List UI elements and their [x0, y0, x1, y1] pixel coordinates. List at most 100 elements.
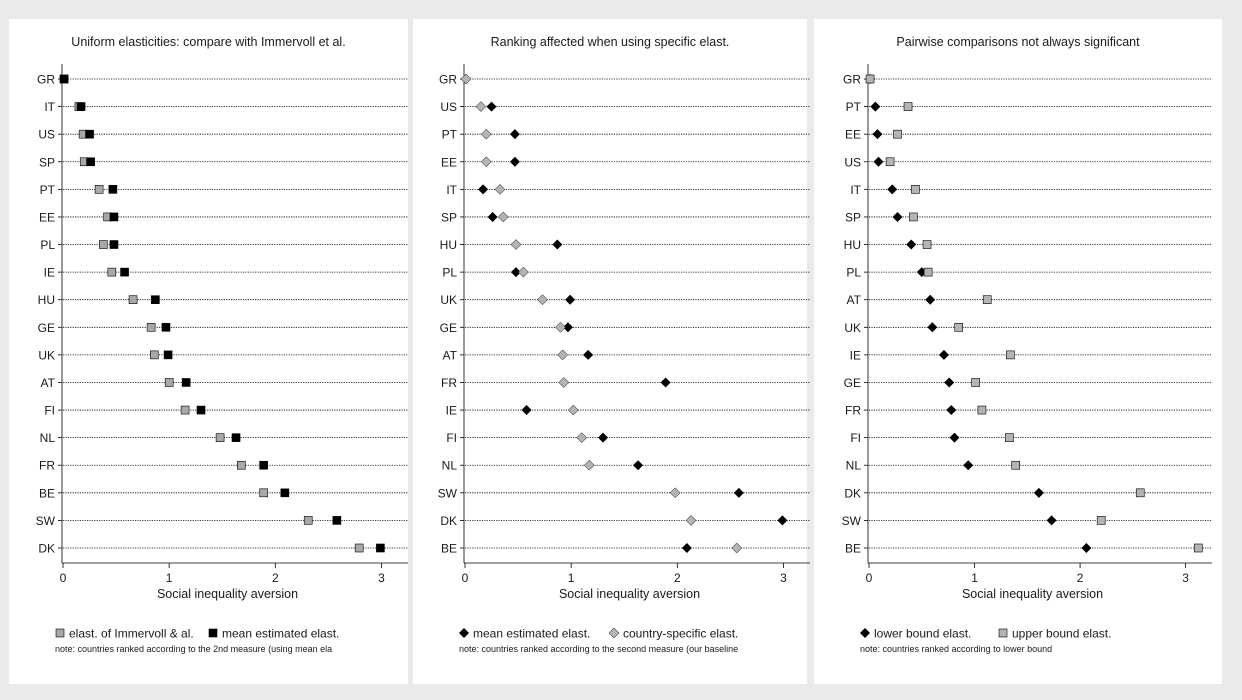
marker-1: [906, 239, 917, 250]
marker-1: [946, 405, 957, 416]
y-tick-label: PT: [442, 128, 458, 142]
marker-1: [963, 460, 974, 471]
panel-background: [413, 19, 807, 684]
marker-1: [487, 211, 498, 222]
y-tick-label: GR: [439, 73, 457, 87]
y-tick-label: BE: [845, 542, 861, 556]
y-tick-label: GR: [37, 73, 55, 87]
marker-2: [163, 350, 173, 360]
marker-2: [982, 295, 992, 305]
marker-1: [303, 516, 313, 525]
marker-1: [633, 460, 644, 471]
marker-2: [909, 212, 918, 222]
marker-1: [180, 405, 190, 415]
legend-label-2: upper bound elast.: [1012, 627, 1111, 641]
legend-key-1: [55, 628, 65, 638]
marker-1: [927, 322, 938, 333]
marker-2: [911, 185, 920, 194]
marker-2: [259, 460, 268, 470]
y-tick-label: AT: [847, 293, 862, 307]
marker-2: [480, 156, 492, 168]
marker-1: [873, 156, 884, 167]
marker-2: [954, 322, 964, 332]
marker-2: [922, 240, 932, 249]
y-tick-label: HU: [38, 293, 55, 307]
marker-1: [521, 405, 532, 416]
marker-1: [583, 349, 594, 360]
legend-key-1: [459, 628, 469, 638]
marker-1: [94, 185, 104, 194]
marker-2: [76, 102, 86, 111]
y-tick-label: AT: [41, 376, 56, 390]
marker-1: [478, 184, 489, 195]
x-tick-label: 0: [462, 571, 469, 585]
marker-2: [583, 459, 595, 471]
marker-2: [893, 129, 902, 139]
y-tick-label: DK: [38, 542, 55, 556]
marker-2: [108, 185, 118, 194]
y-tick-label: UK: [440, 293, 457, 307]
marker-1: [562, 322, 573, 333]
marker-1: [892, 211, 903, 222]
marker-2: [475, 101, 487, 112]
marker-1: [870, 101, 881, 112]
marker-2: [1193, 543, 1203, 553]
y-tick-label: FR: [39, 459, 55, 473]
marker-2: [903, 102, 913, 111]
y-tick-label: FI: [850, 431, 861, 445]
marker-2: [510, 239, 522, 250]
y-tick-label: PL: [40, 238, 55, 252]
marker-2: [480, 128, 492, 140]
marker-2: [885, 157, 895, 167]
marker-1: [107, 267, 117, 277]
marker-2: [518, 266, 529, 278]
x-axis-label: Social inequality aversion: [559, 587, 700, 601]
legend-label-2: mean estimated elast.: [222, 627, 339, 641]
marker-2: [59, 74, 69, 84]
y-tick-label: BE: [441, 542, 457, 556]
y-tick-label: EE: [441, 155, 457, 169]
marker-2: [1135, 488, 1145, 498]
marker-2: [1006, 350, 1015, 360]
legend-key-2: [998, 628, 1008, 638]
marker-1: [733, 487, 744, 498]
note-text: note: countries ranked according to lowe…: [860, 644, 1052, 654]
marker-2: [1096, 516, 1106, 525]
x-axis-label: Social inequality aversion: [157, 587, 298, 601]
chart-title: Uniform elasticities: compare with Immer…: [71, 35, 345, 49]
legend-key-2: [208, 628, 218, 638]
legend-label-1: mean estimated elast.: [473, 627, 590, 641]
marker-2: [280, 488, 290, 498]
marker-2: [558, 377, 570, 388]
marker-2: [497, 211, 509, 223]
marker-2: [109, 212, 119, 222]
marker-1: [552, 239, 563, 250]
y-tick-label: FR: [441, 376, 457, 390]
marker-2: [923, 267, 933, 277]
marker-2: [161, 322, 171, 332]
marker-2: [86, 157, 95, 167]
marker-2: [151, 295, 160, 305]
y-tick-label: US: [38, 128, 55, 142]
y-tick-label: FI: [446, 431, 457, 445]
marker-2: [669, 487, 681, 499]
chart-title: Ranking affected when using specific ela…: [491, 35, 730, 49]
y-tick-label: GR: [843, 73, 861, 87]
marker-1: [510, 267, 521, 278]
y-tick-label: IT: [44, 100, 55, 114]
y-tick-label: SP: [39, 155, 55, 169]
marker-2: [1005, 433, 1014, 442]
legend-label-1: lower bound elast.: [874, 627, 971, 641]
y-tick-label: FI: [44, 404, 55, 418]
x-tick-label: 3: [378, 571, 385, 585]
marker-2: [685, 515, 697, 526]
marker-2: [85, 129, 94, 139]
marker-1: [237, 460, 246, 470]
y-tick-label: GE: [844, 376, 861, 390]
marker-2: [460, 73, 472, 85]
marker-1: [681, 543, 692, 553]
y-tick-label: NL: [442, 459, 458, 473]
marker-2: [731, 542, 743, 554]
x-tick-label: 2: [674, 571, 681, 585]
y-tick-label: PT: [40, 183, 56, 197]
